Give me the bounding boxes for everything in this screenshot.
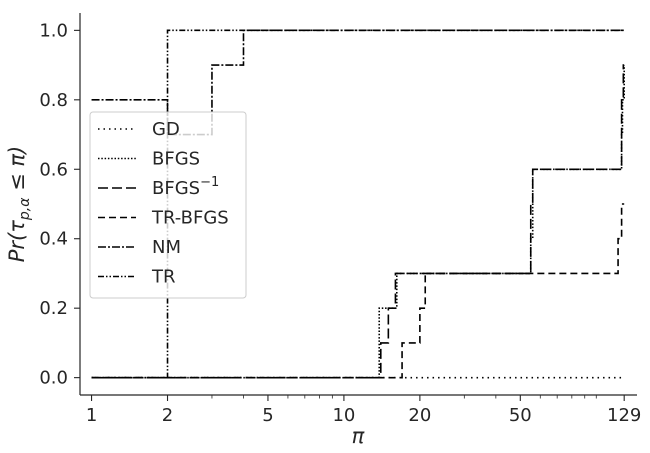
y-tick-label: 0.2 bbox=[39, 298, 68, 319]
legend: GD BFGS BFGS−1 TR-BFGS NM TR bbox=[89, 111, 247, 299]
legend-label: TR-BFGS bbox=[151, 208, 229, 229]
x-tick-label: 20 bbox=[408, 405, 431, 426]
x-tick-label: 2 bbox=[162, 405, 173, 426]
x-tick-label: 50 bbox=[509, 405, 532, 426]
x-tick-label: 10 bbox=[332, 405, 355, 426]
y-tick-label: 0.0 bbox=[39, 368, 68, 389]
x-axis-label: π bbox=[352, 424, 365, 448]
series-line-bfgs-1- bbox=[91, 64, 625, 379]
plot-area bbox=[91, 29, 625, 379]
y-tick-label: 0.8 bbox=[39, 90, 68, 111]
series-line-tr-bfgs bbox=[91, 203, 625, 379]
x-ticks: 1 2 5 10 20 50 129 bbox=[86, 395, 641, 426]
legend-label: TR bbox=[151, 267, 176, 288]
axes bbox=[79, 13, 637, 396]
x-tick-label: 129 bbox=[607, 405, 641, 426]
x-tick-label: 1 bbox=[86, 405, 97, 426]
y-tick-label: 0.6 bbox=[39, 159, 68, 180]
y-ticks: 0.0 0.2 0.4 0.6 0.8 1.0 bbox=[39, 20, 80, 389]
legend-label: NM bbox=[152, 237, 181, 258]
y-tick-label: 0.4 bbox=[39, 229, 68, 250]
x-tick-label: 5 bbox=[262, 405, 273, 426]
legend-label: BFGS bbox=[152, 149, 200, 170]
series-line-bfgs bbox=[91, 65, 625, 379]
y-axis-label: Pr(τp,α ≤ π) bbox=[5, 146, 33, 263]
y-tick-label: 1.0 bbox=[39, 20, 68, 41]
legend-label: BFGS−1 bbox=[152, 175, 219, 199]
legend-label: GD bbox=[152, 119, 180, 140]
